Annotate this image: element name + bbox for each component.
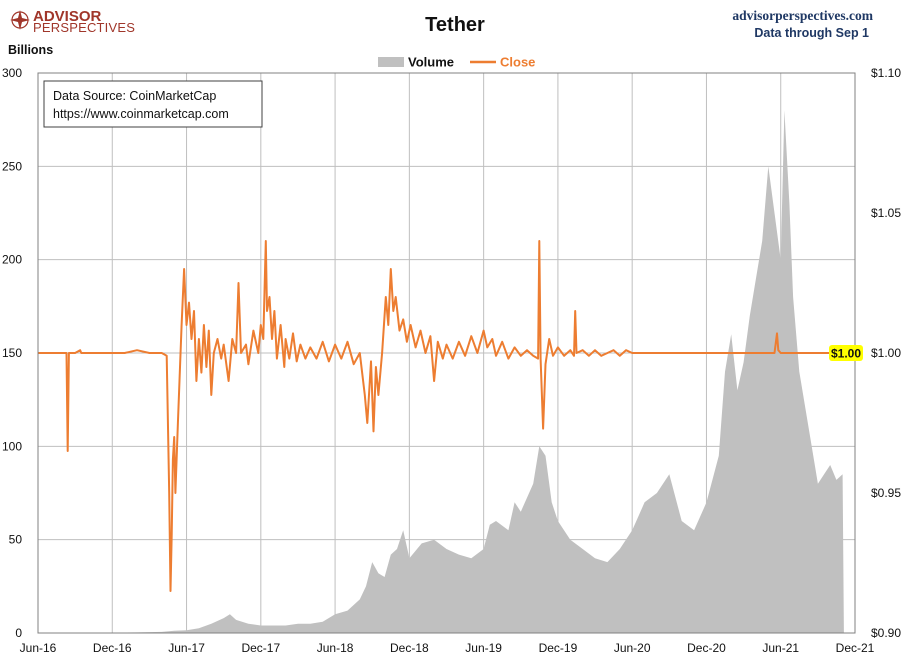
left-tick-label: 300 xyxy=(2,66,22,80)
legend-swatch-volume xyxy=(378,57,404,67)
source-box-frame xyxy=(43,80,263,128)
logo-line2: PERSPECTIVES xyxy=(33,20,135,35)
site-name: advisorperspectives.com xyxy=(732,8,873,23)
legend-label-close: Close xyxy=(500,55,535,70)
right-tick-label: $1.00 xyxy=(871,346,901,360)
last-value-label: $1.00 xyxy=(831,347,861,361)
right-tick-label: $1.05 xyxy=(871,206,901,220)
data-through-note: Data through Sep 1 xyxy=(754,26,869,40)
left-tick-label: 200 xyxy=(2,253,22,267)
left-tick-label: 50 xyxy=(9,533,23,547)
x-tick-label: Jun-18 xyxy=(317,641,354,655)
left-tick-label: 100 xyxy=(2,439,22,453)
x-tick-label: Jun-19 xyxy=(465,641,502,655)
x-tick-label: Dec-19 xyxy=(539,641,578,655)
logo-line1: ADVISOR xyxy=(33,8,102,25)
x-tick-label: Jun-17 xyxy=(168,641,205,655)
data-source-box: Data Source: CoinMarketCap https://www.c… xyxy=(43,80,263,128)
legend-label-volume: Volume xyxy=(408,55,454,70)
chart-title: Tether xyxy=(425,14,485,36)
x-tick-label: Jun-20 xyxy=(614,641,651,655)
volume-area-series xyxy=(38,110,844,634)
source-line2: https://www.coinmarketcap.com xyxy=(53,107,229,121)
y-axis-unit-label: Billions xyxy=(8,43,53,57)
x-axis-ticks: Jun-16 Dec-16 Jun-17 Dec-17 Jun-18 Dec-18 Jun-… xyxy=(20,641,875,655)
right-tick-label: $0.90 xyxy=(871,626,901,640)
compass-rose-icon xyxy=(10,10,30,30)
x-tick-label: Dec-17 xyxy=(241,641,280,655)
right-tick-label: $0.95 xyxy=(871,486,901,500)
left-tick-label: 150 xyxy=(2,346,22,360)
right-tick-label: $1.10 xyxy=(871,66,901,80)
x-tick-label: Dec-20 xyxy=(687,641,726,655)
left-tick-label: 250 xyxy=(2,159,22,173)
legend: Volume Close xyxy=(378,55,535,70)
x-tick-label: Dec-21 xyxy=(836,641,875,655)
x-tick-label: Jun-16 xyxy=(20,641,57,655)
x-tick-label: Jun-21 xyxy=(762,641,799,655)
left-tick-label: 0 xyxy=(15,626,22,640)
advisor-perspectives-logo: ADVISOR PERSPECTIVES xyxy=(10,8,135,35)
right-axis-ticks: $0.90 $0.95 $1.00 $1.05 $1.10 xyxy=(871,66,901,640)
source-line1: Data Source: CoinMarketCap xyxy=(53,89,216,103)
left-axis-ticks: 0 50 100 150 200 250 300 xyxy=(2,66,22,640)
last-value-badge-bg xyxy=(829,345,863,361)
x-tick-label: Dec-18 xyxy=(390,641,429,655)
close-line-series xyxy=(38,240,843,592)
last-value-badge: $1.00 xyxy=(829,345,863,361)
x-tick-label: Dec-16 xyxy=(93,641,132,655)
